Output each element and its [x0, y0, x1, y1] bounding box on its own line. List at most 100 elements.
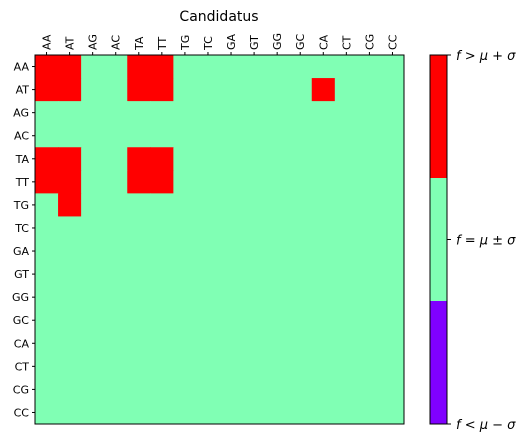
heatmap-cell: [35, 285, 59, 310]
heatmap-cell: [219, 331, 244, 356]
heatmap-cell: [104, 285, 128, 310]
heatmap-cell: [127, 331, 151, 356]
heatmap-cell: [127, 55, 151, 79]
heatmap-cell: [357, 55, 382, 79]
heatmap-cell: [81, 400, 105, 425]
heatmap-cell: [311, 101, 336, 125]
heatmap-cell: [242, 101, 267, 125]
heatmap-cell: [219, 78, 244, 102]
heatmap-cell: [219, 216, 244, 240]
heatmap-cell: [173, 262, 197, 287]
y-tick-label: GC: [13, 314, 30, 327]
heatmap-cell: [196, 193, 220, 217]
heatmap-cell: [150, 193, 174, 217]
y-tick-label: TC: [14, 222, 29, 235]
heatmap-cell: [311, 55, 336, 79]
heatmap-cell: [58, 400, 82, 425]
heatmap-cell: [58, 78, 82, 102]
heatmap-cell: [380, 170, 405, 194]
heatmap-cell: [35, 78, 59, 102]
heatmap-cell: [196, 331, 220, 356]
heatmap-cell: [104, 147, 128, 171]
heatmap-cell: [104, 354, 128, 379]
heatmap-cell: [127, 308, 151, 333]
heatmap-cell: [35, 101, 59, 125]
heatmap-cell: [357, 400, 382, 425]
heatmap-cell: [380, 239, 405, 264]
heatmap-cell: [150, 377, 174, 402]
heatmap-cell: [311, 331, 336, 356]
y-tick-label: TT: [15, 176, 30, 189]
heatmap-cell: [242, 262, 267, 287]
heatmap-cell: [104, 78, 128, 102]
heatmap-cell: [35, 216, 59, 240]
heatmap-cell: [81, 377, 105, 402]
heatmap-cell: [380, 331, 405, 356]
heatmap-cell: [81, 170, 105, 194]
heatmap-cell: [334, 193, 359, 217]
heatmap-cell: [104, 55, 128, 79]
y-tick-label: GA: [13, 245, 30, 258]
heatmap-cell: [196, 400, 220, 425]
heatmap-cell: [35, 193, 59, 217]
heatmap-cell: [242, 78, 267, 102]
heatmap-cell: [311, 354, 336, 379]
heatmap-cell: [81, 239, 105, 264]
heatmap-cell: [288, 400, 313, 425]
heatmap-cell: [242, 193, 267, 217]
heatmap-cell: [81, 55, 105, 79]
heatmap-cell: [127, 377, 151, 402]
heatmap-cell: [150, 354, 174, 379]
y-tick-labels: AA AT AG AC TA TT TG TC GA GT GG GC CA CT CG CC: [12, 61, 35, 419]
chart-title: Candidatus: [179, 9, 258, 25]
heatmap-cell: [58, 377, 82, 402]
colorbar-segment: [430, 301, 447, 425]
heatmap-cell: [104, 239, 128, 264]
heatmap-cell: [196, 170, 220, 194]
heatmap-cell: [81, 78, 105, 102]
heatmap-cell: [35, 308, 59, 333]
heatmap-cell: [357, 124, 382, 148]
x-tick-label: TA: [133, 36, 146, 51]
heatmap-cell: [150, 239, 174, 264]
heatmap-cell: [81, 285, 105, 310]
heatmap-cell: [173, 239, 197, 264]
heatmap-cell: [58, 147, 82, 171]
heatmap-cell: [150, 124, 174, 148]
heatmap-cell: [311, 170, 336, 194]
heatmap-cell: [380, 193, 405, 217]
heatmap-cell: [311, 216, 336, 240]
heatmap-cell: [81, 216, 105, 240]
heatmap-cell: [81, 308, 105, 333]
heatmap-cell: [58, 331, 82, 356]
heatmap-cell: [127, 216, 151, 240]
heatmap-cell: [58, 308, 82, 333]
heatmap-cell: [35, 331, 59, 356]
heatmap-cell: [173, 193, 197, 217]
y-tick-label: TG: [13, 199, 29, 212]
heatmap-cell: [35, 400, 59, 425]
heatmap-cell: [380, 216, 405, 240]
heatmap-cell: [35, 262, 59, 287]
x-tick-label: CT: [340, 35, 353, 50]
heatmap-cell: [173, 147, 197, 171]
x-tick-label: AT: [64, 36, 77, 50]
heatmap-cell: [58, 262, 82, 287]
heatmap-cell: [242, 354, 267, 379]
heatmap-cell: [288, 354, 313, 379]
heatmap-cell: [173, 216, 197, 240]
heatmap-cell: [380, 308, 405, 333]
heatmap-cell: [35, 354, 59, 379]
heatmap-cell: [150, 308, 174, 333]
x-tick-label: GA: [225, 33, 238, 50]
heatmap-cell: [265, 124, 290, 148]
heatmap-frame: [34, 54, 405, 425]
x-tick-label: TC: [202, 36, 215, 51]
heatmap-cell: [196, 216, 220, 240]
heatmap-cell: [334, 285, 359, 310]
heatmap-cell: [173, 331, 197, 356]
colorbar: [430, 55, 447, 425]
heatmap-cell: [219, 55, 244, 79]
heatmap-cell: [242, 147, 267, 171]
heatmap-cell: [219, 193, 244, 217]
